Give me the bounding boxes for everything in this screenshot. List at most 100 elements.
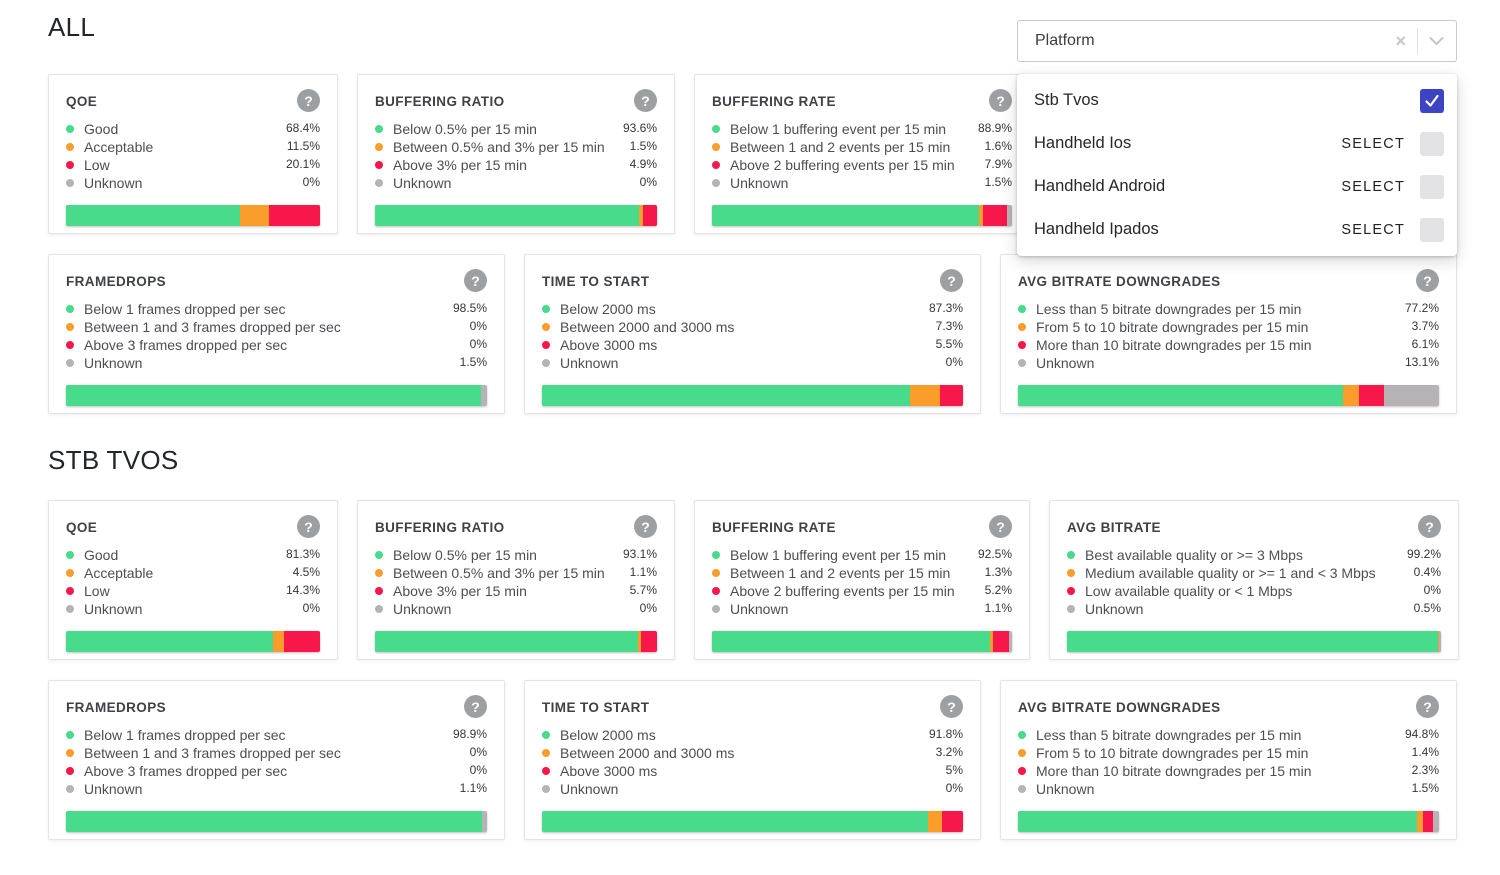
legend-label: From 5 to 10 bitrate downgrades per 15 m… xyxy=(1036,745,1309,761)
help-icon[interactable]: ? xyxy=(297,89,320,112)
legend-row: Between 0.5% and 3% per 15 min 1.5% xyxy=(375,138,657,156)
legend-row: Above 3000 ms 5% xyxy=(542,762,963,780)
platform-option[interactable]: Handheld Ios SELECT xyxy=(1017,122,1457,165)
platform-option[interactable]: Stb Tvos xyxy=(1017,79,1457,122)
help-icon[interactable]: ? xyxy=(940,695,963,718)
legend-row: Above 3% per 15 min 4.9% xyxy=(375,156,657,174)
legend-dot-unknown xyxy=(66,359,74,367)
help-icon[interactable]: ? xyxy=(464,695,487,718)
legend-label: Unknown xyxy=(84,355,143,371)
legend-dot-acceptable xyxy=(542,323,550,331)
legend-dot-good xyxy=(375,125,383,133)
bar-segment-good xyxy=(1067,631,1438,652)
stacked-bar xyxy=(1067,631,1441,652)
platform-checkbox[interactable] xyxy=(1420,217,1444,242)
legend-value: 93.6% xyxy=(622,121,657,135)
stacked-bar xyxy=(1018,811,1439,832)
legend-label: Above 3000 ms xyxy=(560,337,658,353)
legend-label: Between 1 and 2 events per 15 min xyxy=(730,139,951,155)
legend-row: Unknown 1.5% xyxy=(712,174,1012,192)
legend-label: Medium available quality or >= 1 and < 3… xyxy=(1085,565,1376,581)
legend: Below 0.5% per 15 min 93.1% Between 0.5% a… xyxy=(375,546,657,618)
bar-segment-good xyxy=(1018,385,1343,406)
legend-dot-acceptable xyxy=(542,749,550,757)
legend-value: 7.9% xyxy=(984,157,1012,171)
legend-row: Unknown 0% xyxy=(375,600,657,618)
card-title: QOE xyxy=(66,94,98,109)
legend-value: 94.8% xyxy=(1404,727,1439,741)
legend-label: Between 1 and 2 events per 15 min xyxy=(730,565,951,581)
stacked-bar xyxy=(712,205,1012,226)
help-icon[interactable]: ? xyxy=(1416,695,1439,718)
legend-value: 14.3% xyxy=(285,583,320,597)
legend-value: 5% xyxy=(945,763,963,777)
metric-card: TIME TO START? Below 2000 ms 91.8% Between … xyxy=(524,680,981,840)
legend-value: 1.5% xyxy=(984,175,1012,189)
bar-segment-bad xyxy=(1358,385,1385,406)
card-row: FRAMEDROPS? Below 1 frames dropped per se… xyxy=(48,680,1500,840)
clear-icon[interactable]: × xyxy=(1395,31,1406,51)
legend-value: 3.2% xyxy=(935,745,963,759)
platform-select[interactable]: Platform × xyxy=(1017,20,1457,62)
legend-label: Unknown xyxy=(1036,781,1095,797)
legend-dot-bad xyxy=(542,767,550,775)
legend-value: 88.9% xyxy=(977,121,1012,135)
select-button[interactable]: SELECT xyxy=(1341,135,1405,152)
legend-value: 0% xyxy=(302,175,320,189)
platform-checkbox[interactable] xyxy=(1420,88,1444,113)
help-icon[interactable]: ? xyxy=(634,515,657,538)
select-button[interactable]: SELECT xyxy=(1341,221,1405,238)
stacked-bar xyxy=(542,385,963,406)
bar-segment-acceptable xyxy=(637,631,641,652)
help-icon[interactable]: ? xyxy=(940,269,963,292)
legend-value: 6.1% xyxy=(1411,337,1439,351)
platform-option[interactable]: Handheld Android SELECT xyxy=(1017,165,1457,208)
legend-label: Between 2000 and 3000 ms xyxy=(560,745,735,761)
help-icon[interactable]: ? xyxy=(989,515,1012,538)
legend-dot-good xyxy=(1067,551,1075,559)
help-icon[interactable]: ? xyxy=(989,89,1012,112)
legend-label: More than 10 bitrate downgrades per 15 m… xyxy=(1036,337,1312,353)
platform-checkbox[interactable] xyxy=(1420,174,1444,199)
legend-row: Unknown 1.1% xyxy=(66,780,487,798)
help-icon[interactable]: ? xyxy=(297,515,320,538)
legend-label: Above 3 frames dropped per sec xyxy=(84,337,288,353)
legend-label: Good xyxy=(84,121,119,137)
legend-label: Good xyxy=(84,547,119,563)
legend-label: Unknown xyxy=(84,175,143,191)
platform-option[interactable]: Handheld Ipados SELECT xyxy=(1017,208,1457,251)
card-row: FRAMEDROPS? Below 1 frames dropped per se… xyxy=(48,254,1500,414)
legend-value: 3.7% xyxy=(1411,319,1439,333)
select-button[interactable]: SELECT xyxy=(1341,178,1405,195)
legend-row: Above 2 buffering events per 15 min 7.9% xyxy=(712,156,1012,174)
legend-row: From 5 to 10 bitrate downgrades per 15 m… xyxy=(1018,744,1439,762)
legend-value: 1.1% xyxy=(629,565,657,579)
legend-label: Below 1 buffering event per 15 min xyxy=(730,547,947,563)
legend-dot-acceptable xyxy=(712,143,720,151)
help-icon[interactable]: ? xyxy=(634,89,657,112)
legend-label: Above 2 buffering events per 15 min xyxy=(730,583,955,599)
platform-checkbox[interactable] xyxy=(1420,131,1444,156)
legend-dot-acceptable xyxy=(375,569,383,577)
legend-row: Unknown 0% xyxy=(66,600,320,618)
help-icon[interactable]: ? xyxy=(1416,269,1439,292)
chevron-down-icon[interactable] xyxy=(1429,36,1444,46)
help-icon[interactable]: ? xyxy=(464,269,487,292)
legend-dot-acceptable xyxy=(66,143,74,151)
legend-row: Low 20.1% xyxy=(66,156,320,174)
legend-value: 4.5% xyxy=(292,565,320,579)
help-icon[interactable]: ? xyxy=(1418,515,1441,538)
bar-segment-good xyxy=(542,385,910,406)
legend-value: 0% xyxy=(945,355,963,369)
legend-value: 1.5% xyxy=(459,355,487,369)
legend-value: 93.1% xyxy=(622,547,657,561)
platform-option-controls: SELECT xyxy=(1341,217,1444,242)
bar-segment-acceptable xyxy=(928,811,942,832)
bar-segment-good xyxy=(712,631,990,652)
metric-card: AVG BITRATE DOWNGRADES? Less than 5 bitra… xyxy=(1000,254,1457,414)
stacked-bar xyxy=(66,811,487,832)
section-title-all: ALL xyxy=(48,12,96,42)
bar-segment-good xyxy=(66,811,483,832)
legend-value: 1.4% xyxy=(1411,745,1439,759)
legend-label: Between 0.5% and 3% per 15 min xyxy=(393,139,605,155)
